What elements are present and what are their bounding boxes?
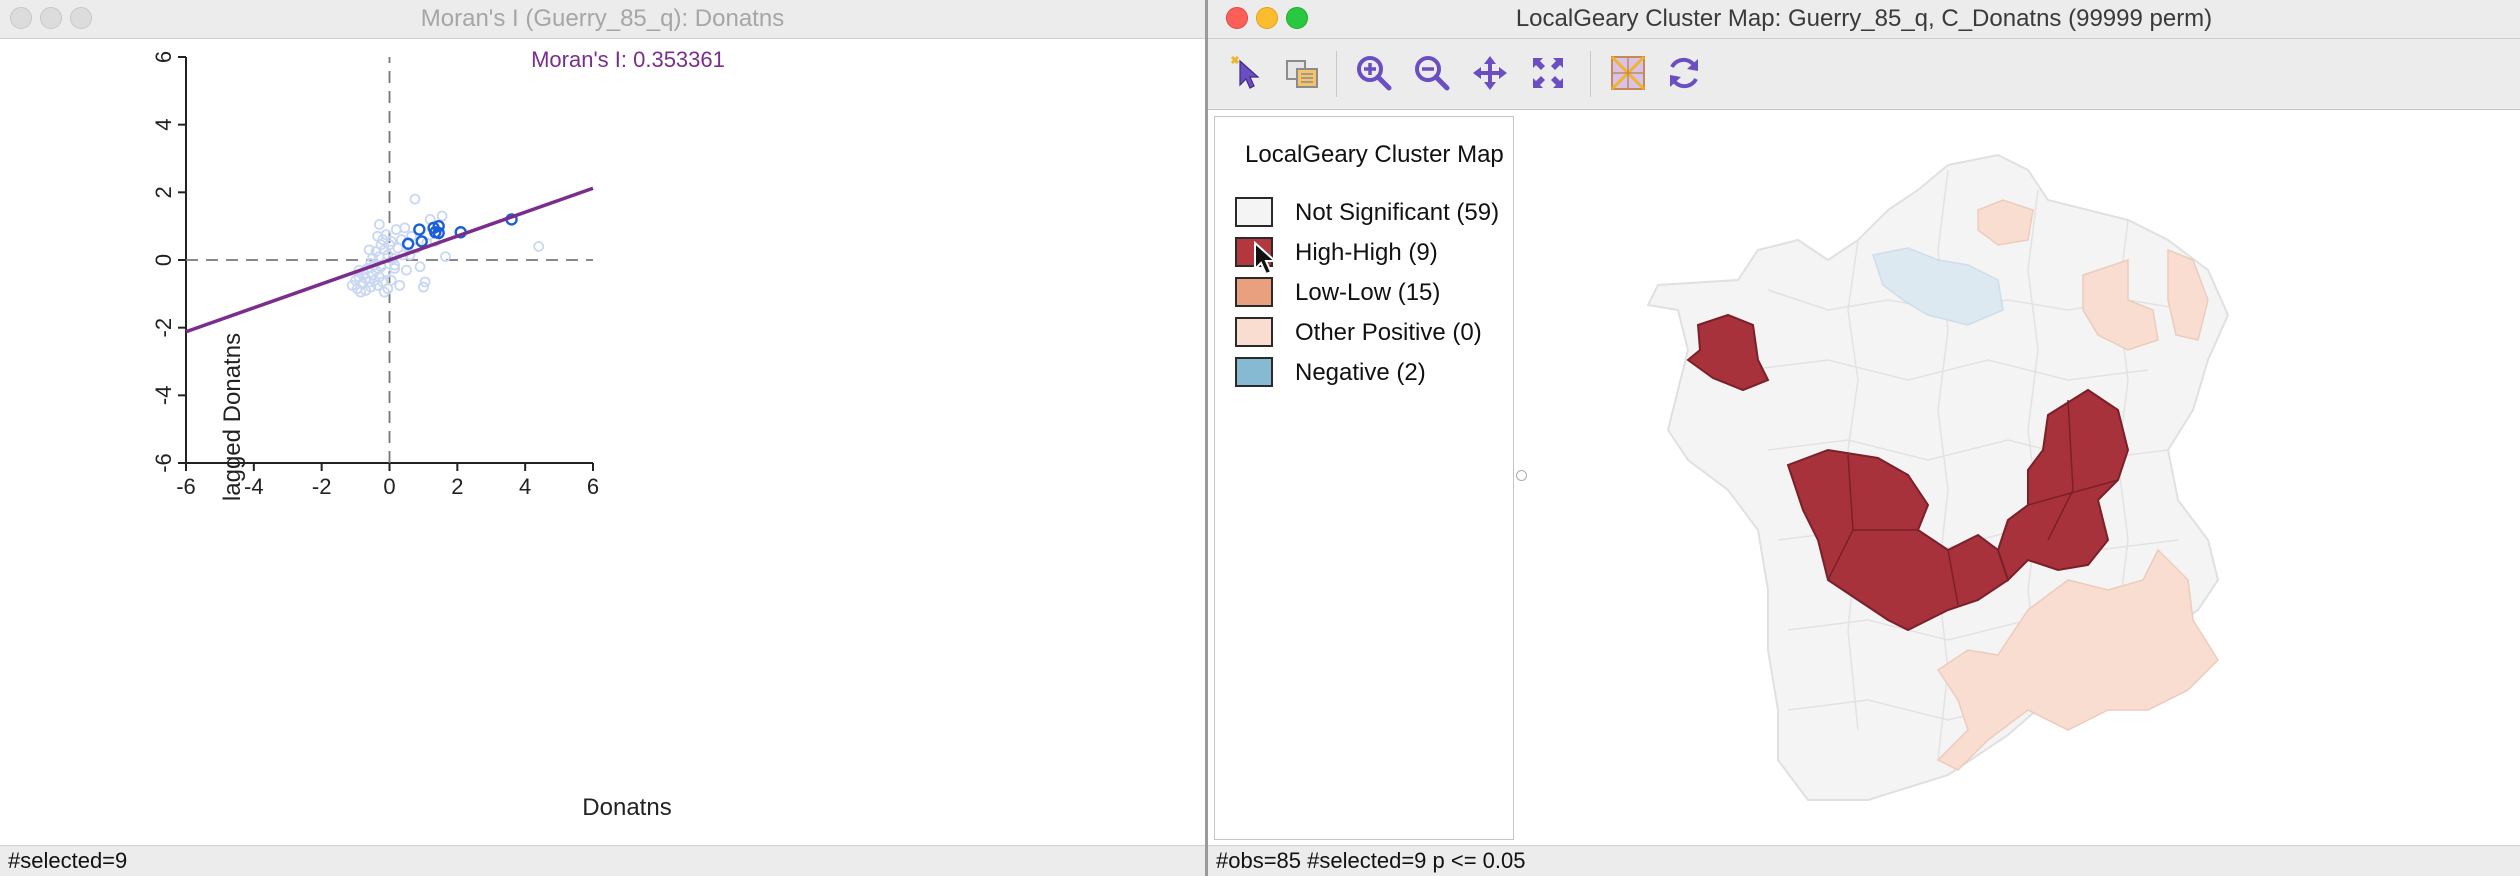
moran-scatter-window: Moran's I (Guerry_85_q): Donatns Moran's… — [0, 0, 1205, 876]
zoom-in-icon[interactable] — [1354, 53, 1394, 93]
data-point[interactable] — [372, 230, 384, 242]
legend-swatch[interactable] — [1235, 317, 1273, 347]
toolbar-separator — [1590, 51, 1591, 97]
legend-title: LocalGeary Cluster Map — [1245, 141, 1504, 168]
selected-data-point[interactable] — [432, 219, 445, 233]
selected-data-point[interactable] — [429, 226, 442, 239]
regression-line — [185, 186, 594, 334]
data-point[interactable] — [418, 281, 429, 293]
close-button[interactable] — [10, 7, 32, 29]
left-titlebar: Moran's I (Guerry_85_q): Donatns — [0, 0, 1205, 39]
legend-swatch[interactable] — [1235, 197, 1273, 227]
x-tick-label: 2 — [451, 474, 463, 499]
legend-label: Low-Low (15) — [1295, 279, 1441, 306]
status-bar: #obs=85 #selected=9 p <= 0.05 — [1208, 845, 2520, 876]
regression-line-layer — [185, 186, 594, 334]
selection-mode-icon[interactable] — [1282, 53, 1322, 93]
data-point[interactable] — [385, 235, 397, 247]
y-tick-label: 6 — [151, 51, 176, 63]
plot-axes: -6 -4 -2 0 2 4 6 -6 -4 -2 0 2 4 6 — [151, 51, 599, 499]
selected-data-point[interactable] — [415, 235, 428, 248]
map-region-low-low[interactable] — [1936, 548, 2219, 771]
plot-title: Moran's I: 0.353361 — [531, 47, 725, 72]
legend-swatch[interactable] — [1235, 277, 1273, 307]
minimize-button[interactable] — [1256, 7, 1278, 29]
points-layer[interactable] — [346, 193, 545, 298]
close-button[interactable] — [1226, 7, 1248, 29]
select-icon[interactable] — [1228, 53, 1268, 93]
refresh-icon[interactable] — [1664, 53, 1704, 93]
selected-data-point[interactable] — [401, 237, 415, 250]
y-tick-label: -4 — [151, 386, 176, 406]
x-axis-label: Donatns — [582, 794, 671, 821]
mouse-cursor-icon — [1254, 241, 1278, 276]
map-legend: LocalGeary Cluster Map Not Significant (… — [1214, 116, 1514, 840]
data-point[interactable] — [363, 244, 375, 256]
zoom-button[interactable] — [70, 7, 92, 29]
zoom-button[interactable] — [1286, 7, 1308, 29]
y-tick-label: 0 — [151, 254, 176, 266]
moran-scatter-plot[interactable]: Moran's I: 0.353361 -6 -4 -2 0 2 4 6 -6 -4 -2 0 2 4 6… — [0, 39, 1205, 845]
data-point[interactable] — [409, 193, 421, 205]
data-point[interactable] — [379, 286, 390, 298]
data-point[interactable] — [401, 264, 412, 276]
map-region-negative[interactable] — [1872, 247, 2004, 326]
high-high-boundaries — [1827, 399, 2119, 606]
data-point[interactable] — [533, 241, 545, 252]
zoom-out-icon[interactable] — [1412, 53, 1452, 93]
map-region-low-low[interactable] — [2167, 248, 2209, 341]
data-point[interactable] — [390, 224, 402, 235]
data-point[interactable] — [389, 263, 400, 274]
selected-data-point[interactable] — [413, 223, 426, 236]
legend-label: Negative (2) — [1295, 359, 1426, 386]
x-tick-label: -4 — [244, 474, 264, 499]
legend-label: High-High (9) — [1295, 239, 1438, 266]
window-title: LocalGeary Cluster Map: Guerry_85_q, C_D… — [1515, 5, 2213, 32]
status-bar: #selected=9 — [0, 845, 1205, 876]
map-region-low-low[interactable] — [2082, 258, 2159, 351]
map-region-high-high[interactable] — [1686, 313, 1770, 392]
x-tick-label: -6 — [176, 474, 196, 499]
legend-label: Not Significant (59) — [1295, 199, 1500, 226]
cluster-map[interactable] — [1528, 110, 2518, 840]
right-titlebar: LocalGeary Cluster Map: Guerry_85_q, C_D… — [1208, 0, 2520, 39]
data-point[interactable] — [440, 251, 451, 263]
y-tick-label: 2 — [151, 186, 176, 198]
pan-icon[interactable] — [1470, 53, 1510, 93]
y-tick-label: -2 — [151, 318, 176, 338]
x-tick-label: 6 — [587, 474, 599, 499]
toolbar-separator — [1336, 51, 1337, 97]
x-tick-label: 4 — [519, 474, 531, 499]
window-divider — [1205, 0, 1208, 876]
fit-extent-icon[interactable] — [1528, 53, 1568, 93]
data-point[interactable] — [394, 279, 406, 291]
y-tick-label: 4 — [151, 119, 176, 131]
data-point[interactable] — [399, 222, 411, 234]
y-tick-label: -6 — [151, 453, 176, 473]
data-point[interactable] — [436, 210, 448, 222]
y-axis-label: lagged Donatns — [219, 333, 246, 501]
x-tick-label: -2 — [312, 474, 332, 499]
map-toolbar — [1208, 39, 2520, 110]
window-title: Moran's I (Guerry_85_q): Donatns — [420, 5, 785, 32]
legend-label: Other Positive (0) — [1295, 319, 1482, 346]
data-point[interactable] — [414, 261, 426, 273]
map-region-high-high[interactable] — [1996, 388, 2130, 582]
x-tick-label: 0 — [383, 474, 395, 499]
splitter-handle[interactable] — [1516, 470, 1527, 481]
data-point[interactable] — [385, 274, 397, 286]
map-region-low-low[interactable] — [1977, 199, 2034, 246]
data-point[interactable] — [389, 259, 400, 271]
cluster-map-window: LocalGeary Cluster Map: Guerry_85_q, C_D… — [1208, 0, 2520, 876]
data-point[interactable] — [373, 219, 385, 230]
basemap-icon[interactable] — [1608, 53, 1648, 93]
minimize-button[interactable] — [40, 7, 62, 29]
data-point[interactable] — [419, 276, 431, 288]
legend-swatch[interactable] — [1235, 357, 1273, 387]
